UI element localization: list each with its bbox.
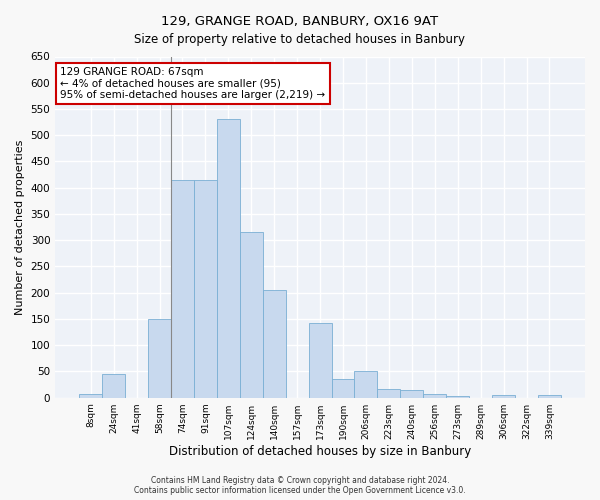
Bar [400, 390, 423, 398]
Bar [217, 120, 240, 398]
Text: 129, GRANGE ROAD, BANBURY, OX16 9AT: 129, GRANGE ROAD, BANBURY, OX16 9AT [161, 15, 439, 28]
Bar [263, 290, 286, 398]
Bar [308, 322, 332, 398]
Bar [538, 394, 561, 398]
Y-axis label: Number of detached properties: Number of detached properties [15, 140, 25, 315]
Bar [194, 180, 217, 398]
X-axis label: Distribution of detached houses by size in Banbury: Distribution of detached houses by size … [169, 444, 471, 458]
Bar [492, 394, 515, 398]
Bar [377, 390, 400, 398]
Bar [171, 180, 194, 398]
Bar [423, 394, 446, 398]
Bar [79, 394, 102, 398]
Text: Size of property relative to detached houses in Banbury: Size of property relative to detached ho… [134, 32, 466, 46]
Text: Contains HM Land Registry data © Crown copyright and database right 2024.
Contai: Contains HM Land Registry data © Crown c… [134, 476, 466, 495]
Bar [102, 374, 125, 398]
Bar [240, 232, 263, 398]
Bar [446, 396, 469, 398]
Text: 129 GRANGE ROAD: 67sqm
← 4% of detached houses are smaller (95)
95% of semi-deta: 129 GRANGE ROAD: 67sqm ← 4% of detached … [61, 66, 326, 100]
Bar [355, 372, 377, 398]
Bar [148, 319, 171, 398]
Bar [332, 380, 355, 398]
